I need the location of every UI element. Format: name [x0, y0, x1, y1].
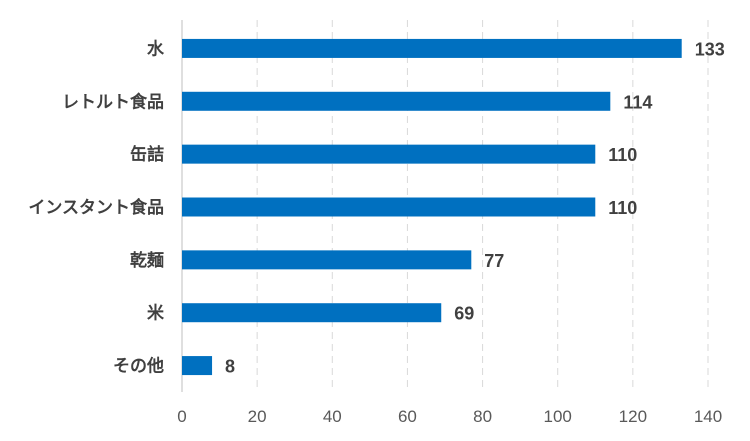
x-tick-label: 60: [398, 407, 417, 426]
category-label: 乾麺: [130, 250, 164, 271]
x-tick-labels: 0 20 40 60 80 100 120 140: [177, 407, 722, 426]
x-tick-label: 80: [473, 407, 492, 426]
data-label: 110: [608, 198, 637, 218]
data-label: 114: [623, 92, 652, 112]
bar: [182, 197, 596, 217]
category-label: 缶詰: [130, 144, 164, 165]
bar: [182, 144, 596, 164]
category-label: その他: [113, 356, 164, 377]
data-labels: 133 114 110 110 77 69 8: [225, 39, 725, 376]
data-label: 133: [695, 39, 725, 59]
data-label: 69: [454, 304, 474, 324]
data-label: 110: [608, 145, 637, 165]
data-label: 77: [484, 251, 504, 271]
x-tick-label: 140: [694, 407, 722, 426]
x-tick-label: 120: [619, 407, 647, 426]
data-label: 8: [225, 357, 235, 377]
category-label: 水: [147, 38, 165, 59]
category-label: インスタント食品: [28, 197, 164, 218]
x-tick-label: 100: [544, 407, 572, 426]
category-label: 米: [147, 303, 165, 324]
bar: [182, 38, 682, 58]
bar: [182, 356, 213, 376]
x-tick-label: 40: [323, 407, 342, 426]
x-tick-label: 0: [177, 407, 186, 426]
category-label: レトルト食品: [62, 91, 164, 112]
bar: [182, 250, 472, 270]
bar: [182, 303, 442, 323]
x-tick-label: 20: [248, 407, 267, 426]
bar: [182, 91, 611, 111]
bars: [182, 38, 682, 376]
